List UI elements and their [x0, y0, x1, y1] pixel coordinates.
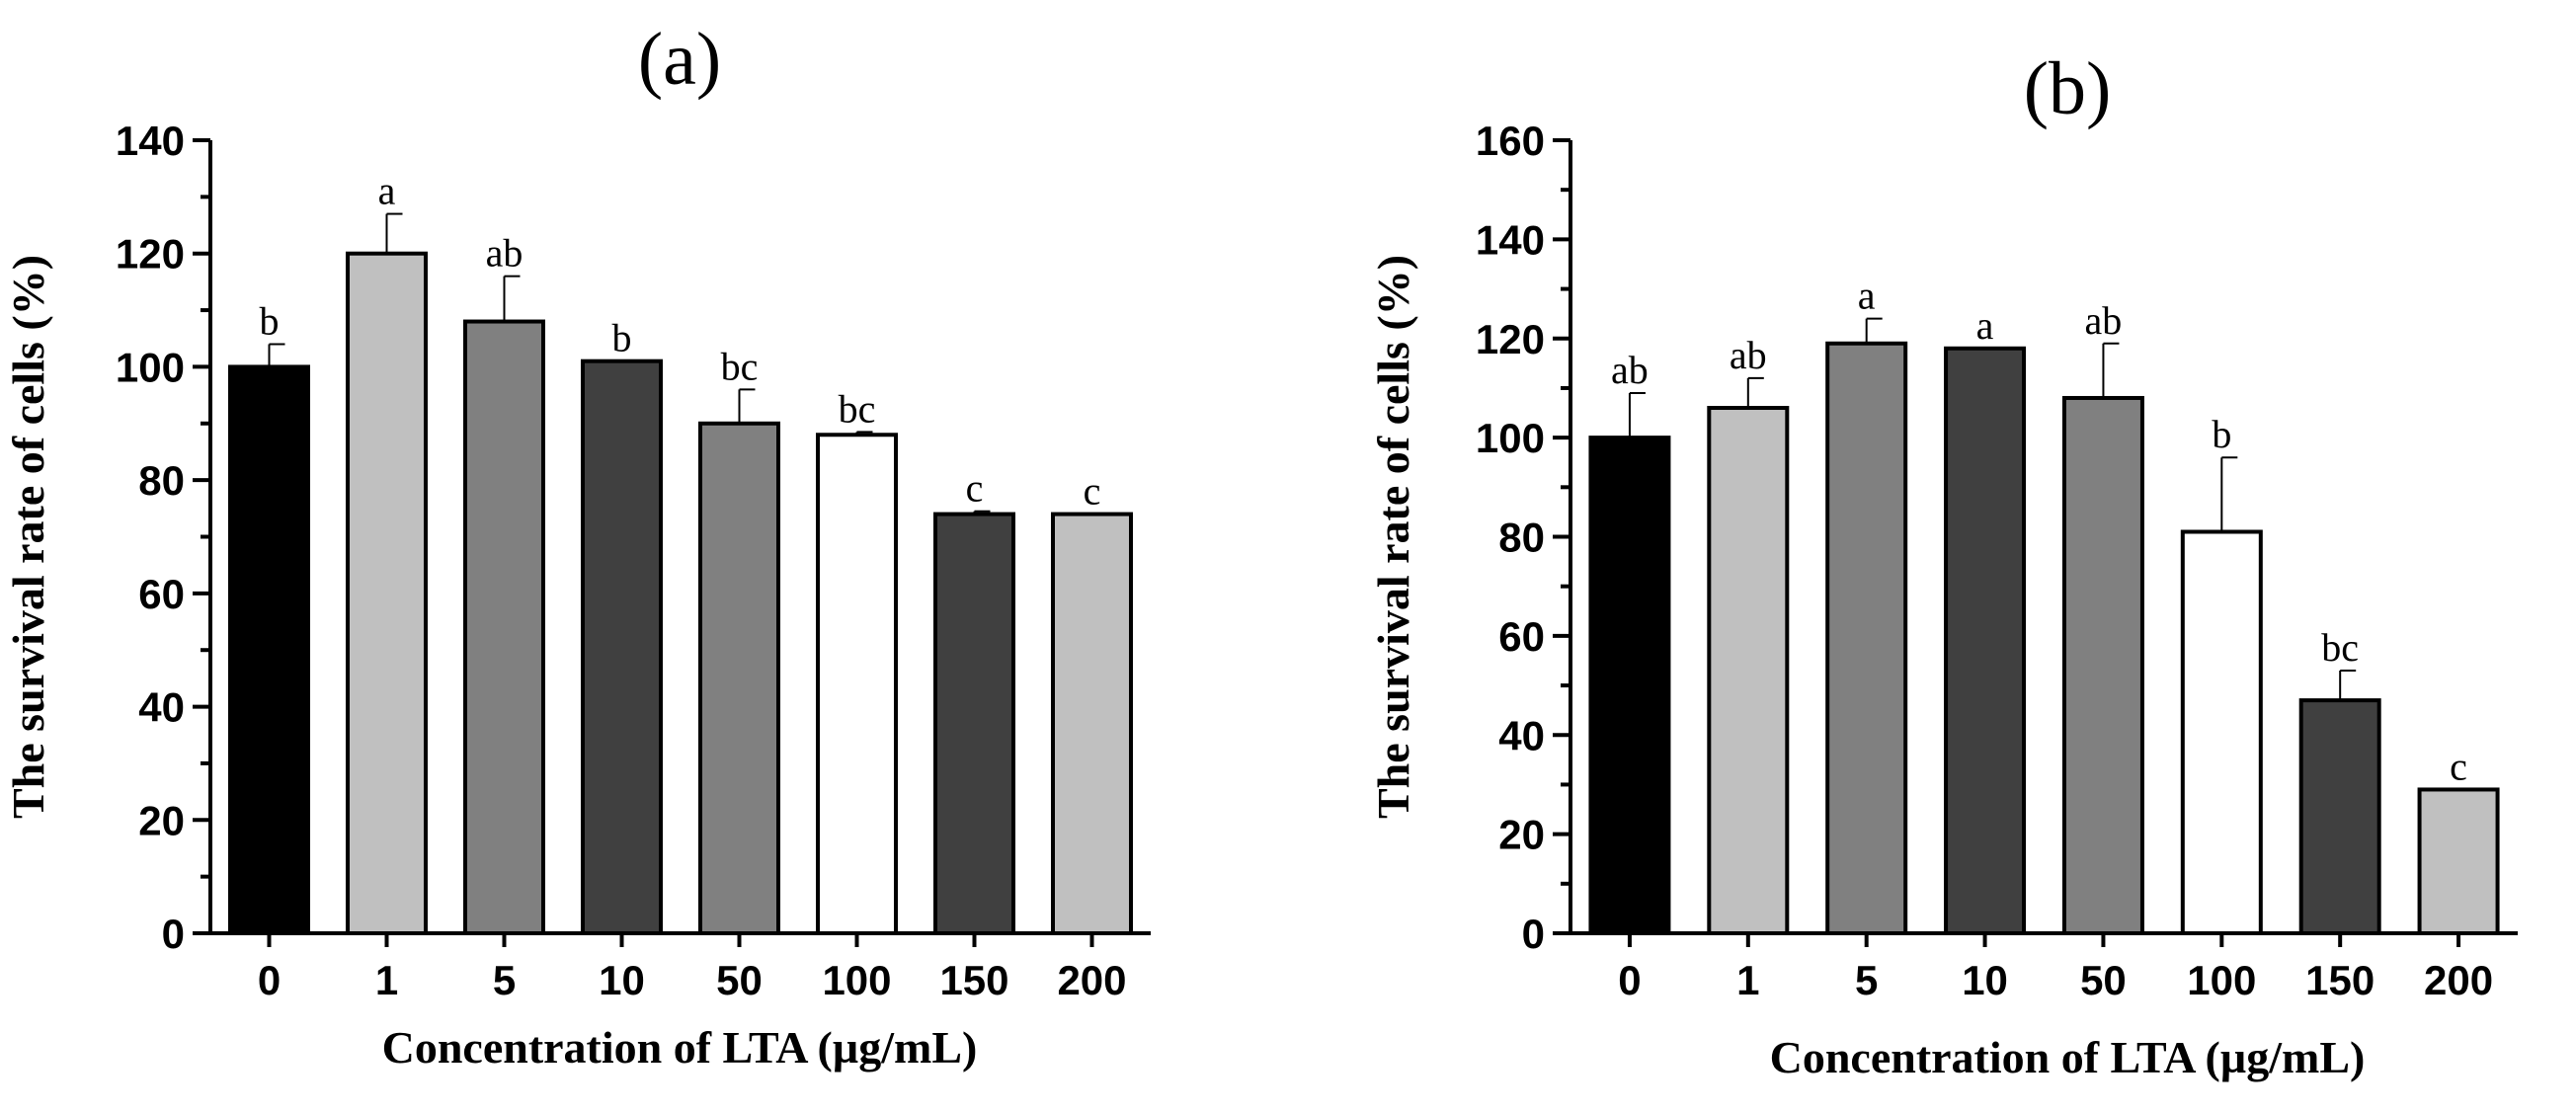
panel-a: (a) The survival rate of cells (%) Concent…: [3, 18, 1151, 1073]
significance-label-0: ab: [1611, 348, 1649, 392]
significance-label-200: c: [1084, 469, 1101, 514]
significance-label-100: bc: [839, 386, 876, 431]
x-tick-label-10: 10: [1962, 957, 2008, 1003]
bar-200: [2417, 787, 2500, 935]
y-tick-label-80: 80: [1498, 515, 1545, 561]
significance-label-100: b: [2212, 412, 2231, 456]
y-tick-label-60: 60: [138, 571, 185, 617]
x-axis-title: Concentration of LTA (µg/mL): [1770, 1032, 2366, 1082]
significance-label-5: a: [1858, 274, 1876, 318]
significance-label-10: a: [1976, 303, 1994, 348]
bar-150: [2298, 698, 2381, 936]
panel-b: (b) The survival rate of cells (%) Concent…: [1368, 47, 2518, 1082]
bar-0: [228, 364, 310, 935]
x-tick-label-50: 50: [716, 957, 763, 1003]
x-tick-label-10: 10: [599, 957, 645, 1003]
bar-50: [698, 421, 780, 935]
y-tick-label-60: 60: [1498, 613, 1545, 660]
panel-title: (b): [2024, 47, 2112, 130]
x-tick-label-5: 5: [493, 957, 516, 1003]
y-tick-label-0: 0: [162, 911, 185, 957]
bar-0: [1588, 436, 1671, 935]
bar-1: [346, 251, 428, 935]
significance-label-150: c: [966, 466, 984, 511]
y-axis-title: The survival rate of cells (%): [3, 255, 53, 819]
x-tick-label-1: 1: [1736, 957, 1759, 1003]
x-tick-label-0: 0: [1618, 957, 1641, 1003]
significance-label-200: c: [2450, 744, 2467, 788]
x-tick-label-0: 0: [258, 957, 281, 1003]
y-tick-label-100: 100: [116, 344, 185, 390]
x-tick-label-100: 100: [2187, 957, 2256, 1003]
x-tick-label-200: 200: [2424, 957, 2493, 1003]
x-tick-label-200: 200: [1057, 957, 1126, 1003]
bar-50: [2061, 395, 2144, 936]
y-tick-label-40: 40: [138, 684, 185, 731]
panel-title: (a): [638, 18, 721, 101]
bar-150: [933, 512, 1015, 935]
significance-label-50: ab: [2085, 298, 2123, 343]
x-axis-title: Concentration of LTA (µg/mL): [382, 1022, 978, 1073]
x-tick-label-100: 100: [822, 957, 891, 1003]
significance-label-1: ab: [1730, 333, 1767, 377]
x-tick-label-50: 50: [2080, 957, 2127, 1003]
y-tick-label-100: 100: [1476, 415, 1545, 461]
bar-1: [1707, 406, 1790, 935]
x-tick-label-150: 150: [2305, 957, 2375, 1003]
significance-label-0: b: [260, 298, 280, 343]
bar-10: [1944, 346, 2027, 936]
bar-100: [2180, 529, 2263, 935]
y-tick-label-160: 160: [1476, 118, 1545, 164]
significance-label-5: ab: [486, 231, 523, 276]
y-tick-label-120: 120: [1476, 316, 1545, 362]
x-tick-label-1: 1: [375, 957, 398, 1003]
y-axis-title: The survival rate of cells (%): [1368, 255, 1418, 819]
y-tick-label-40: 40: [1498, 712, 1545, 758]
y-tick-label-120: 120: [116, 231, 185, 278]
y-tick-label-140: 140: [1476, 216, 1545, 263]
y-tick-label-140: 140: [116, 118, 185, 164]
significance-label-10: b: [612, 316, 632, 360]
x-tick-label-5: 5: [1855, 957, 1878, 1003]
y-tick-label-80: 80: [138, 457, 185, 504]
significance-label-50: bc: [721, 344, 759, 388]
y-tick-label-20: 20: [1498, 812, 1545, 858]
bar-5: [463, 319, 545, 935]
bar-5: [1825, 341, 1908, 935]
y-tick-label-20: 20: [138, 797, 185, 843]
x-tick-label-150: 150: [939, 957, 1008, 1003]
bar-10: [581, 358, 663, 935]
significance-label-1: a: [378, 169, 396, 213]
bar-200: [1051, 512, 1133, 935]
y-tick-label-0: 0: [1522, 911, 1545, 957]
significance-label-150: bc: [2321, 625, 2359, 670]
bar-100: [816, 433, 898, 935]
